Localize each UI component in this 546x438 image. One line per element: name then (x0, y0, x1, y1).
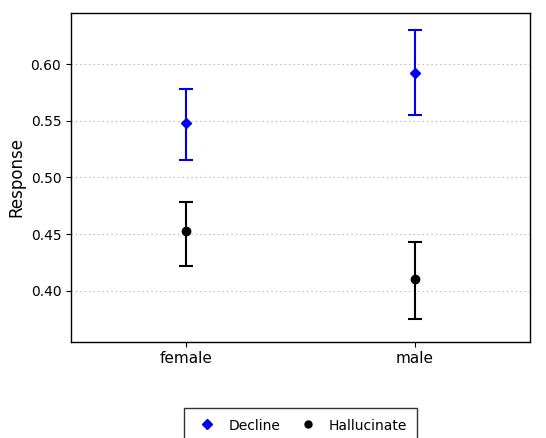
Legend: Decline, Hallucinate: Decline, Hallucinate (184, 408, 417, 438)
Y-axis label: Response: Response (7, 138, 25, 217)
